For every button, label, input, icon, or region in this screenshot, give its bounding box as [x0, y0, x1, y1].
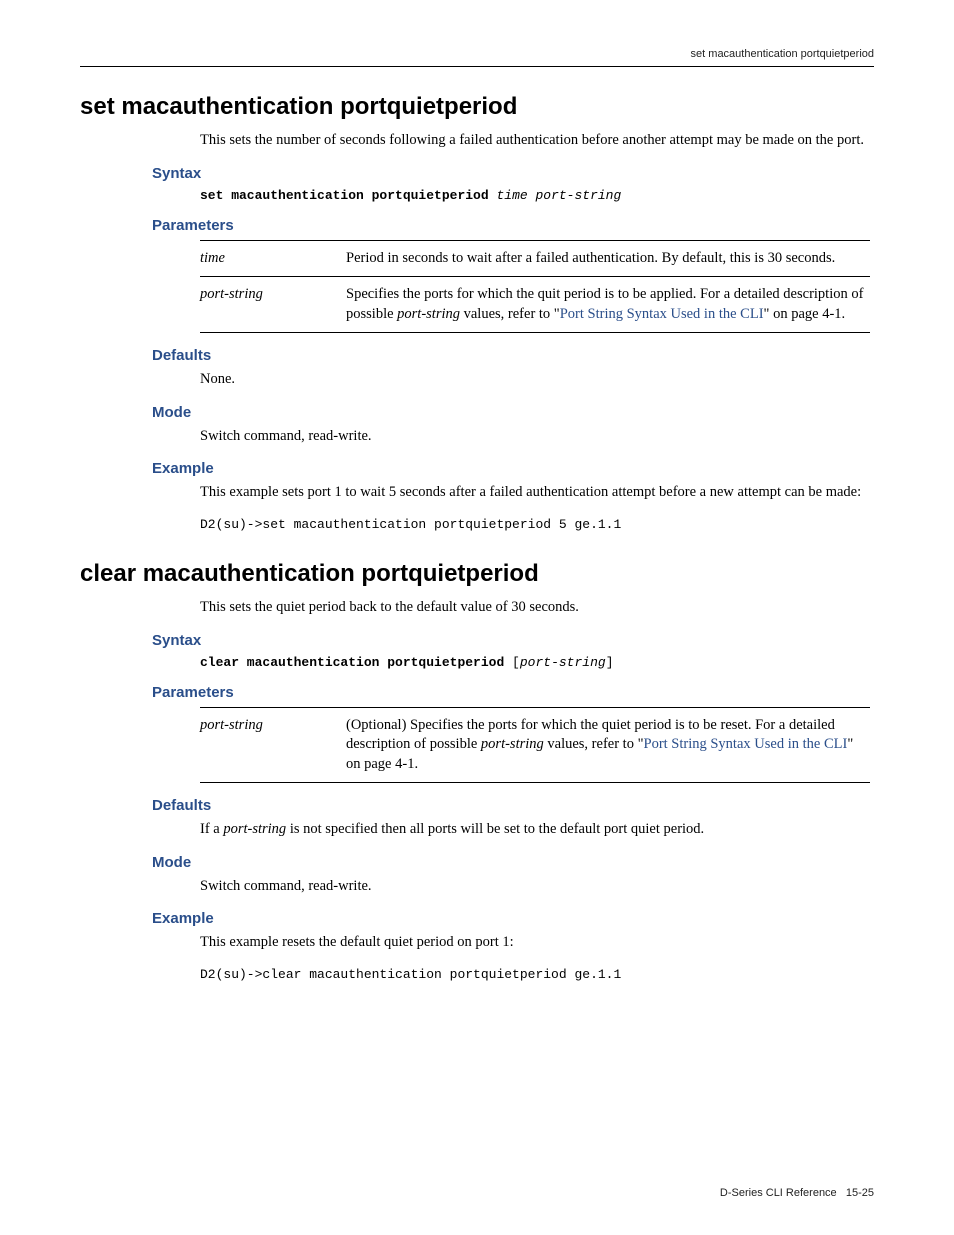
- mode-heading: Mode: [152, 854, 874, 871]
- example-code: D2(su)->clear macauthentication portquie…: [200, 967, 874, 982]
- parameters-heading: Parameters: [152, 217, 874, 234]
- footer-page: 15-25: [846, 1187, 874, 1199]
- param-name: time: [200, 240, 346, 277]
- param-desc-ital: port-string: [481, 736, 544, 752]
- param-row: time Period in seconds to wait after a f…: [200, 240, 870, 277]
- example-text: This example resets the default quiet pe…: [200, 933, 874, 953]
- page-container: set macauthentication portquietperiod se…: [0, 0, 954, 1235]
- parameters-table: port-string (Optional) Specifies the por…: [200, 707, 870, 784]
- defaults-ital: port-string: [223, 821, 286, 837]
- example-code: D2(su)->set macauthentication portquietp…: [200, 517, 874, 532]
- example-heading: Example: [152, 910, 874, 927]
- param-desc-text: values, refer to ": [460, 306, 560, 322]
- syntax-bracket: ]: [606, 655, 614, 670]
- mode-text: Switch command, read-write.: [200, 427, 874, 447]
- syntax-args: port-string: [520, 655, 606, 670]
- param-desc-text: " on page 4-1.: [764, 306, 846, 322]
- syntax-heading: Syntax: [152, 632, 874, 649]
- param-desc: Period in seconds to wait after a failed…: [346, 240, 870, 277]
- syntax-command: set macauthentication portquietperiod: [200, 188, 489, 203]
- syntax-bracket: [: [504, 655, 520, 670]
- defaults-text-part: If a: [200, 821, 223, 837]
- syntax-line: clear macauthentication portquietperiod …: [200, 655, 874, 670]
- param-row: port-string Specifies the ports for whic…: [200, 277, 870, 333]
- defaults-heading: Defaults: [152, 347, 874, 364]
- param-desc: (Optional) Specifies the ports for which…: [346, 707, 870, 783]
- mode-heading: Mode: [152, 404, 874, 421]
- param-name: port-string: [200, 707, 346, 783]
- intro-text: This sets the number of seconds followin…: [200, 131, 874, 151]
- parameters-table: time Period in seconds to wait after a f…: [200, 240, 870, 334]
- intro-text: This sets the quiet period back to the d…: [200, 598, 874, 618]
- mode-text: Switch command, read-write.: [200, 877, 874, 897]
- syntax-line: set macauthentication portquietperiod ti…: [200, 188, 874, 203]
- defaults-text-part: is not specified then all ports will be …: [286, 821, 704, 837]
- param-desc: Specifies the ports for which the quit p…: [346, 277, 870, 333]
- defaults-text: If a port-string is not specified then a…: [200, 820, 874, 840]
- footer-doc: D-Series CLI Reference: [720, 1187, 837, 1199]
- syntax-heading: Syntax: [152, 165, 874, 182]
- page-footer: D-Series CLI Reference 15-25: [720, 1187, 874, 1199]
- param-desc-text: values, refer to ": [544, 736, 644, 752]
- parameters-heading: Parameters: [152, 684, 874, 701]
- param-desc-ital: port-string: [397, 306, 460, 322]
- command-title-clear: clear macauthentication portquietperiod: [80, 560, 874, 588]
- cross-ref-link[interactable]: Port String Syntax Used in the CLI: [560, 306, 764, 322]
- defaults-heading: Defaults: [152, 797, 874, 814]
- defaults-text: None.: [200, 370, 874, 390]
- param-row: port-string (Optional) Specifies the por…: [200, 707, 870, 783]
- syntax-command: clear macauthentication portquietperiod: [200, 655, 504, 670]
- param-name: port-string: [200, 277, 346, 333]
- example-heading: Example: [152, 460, 874, 477]
- example-text: This example sets port 1 to wait 5 secon…: [200, 483, 874, 503]
- command-title-set: set macauthentication portquietperiod: [80, 93, 874, 121]
- syntax-args: time port-string: [496, 188, 621, 203]
- running-header: set macauthentication portquietperiod: [80, 48, 874, 67]
- cross-ref-link[interactable]: Port String Syntax Used in the CLI: [644, 736, 848, 752]
